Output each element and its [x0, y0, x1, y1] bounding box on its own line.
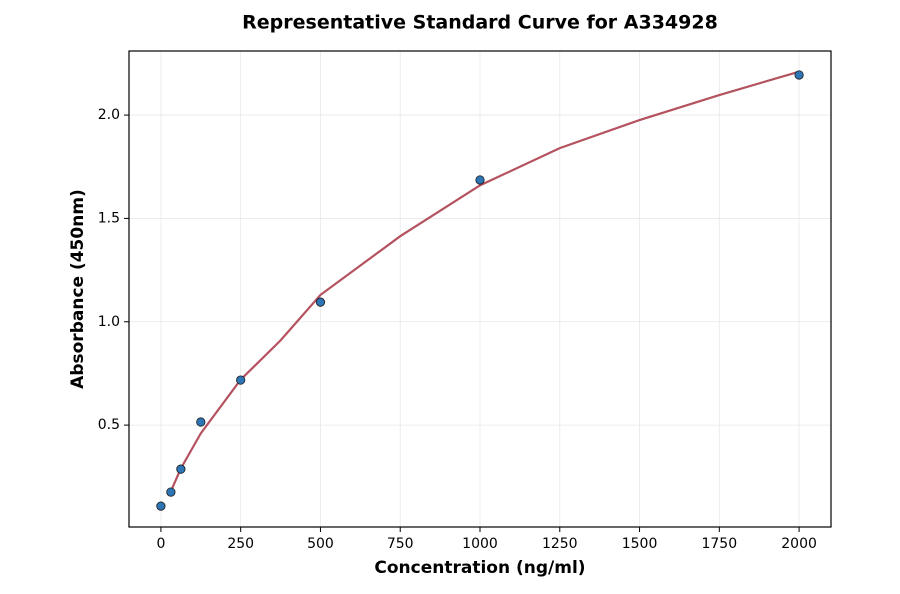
y-tick-label: 0.5 — [98, 417, 120, 433]
y-tick-label: 1.0 — [98, 314, 120, 330]
data-point — [166, 487, 176, 497]
y-axis-label: Absorbance (450nm) — [68, 189, 88, 389]
x-tick-label: 750 — [387, 536, 414, 552]
data-point — [196, 417, 206, 427]
x-tick-label: 0 — [156, 536, 165, 552]
y-tick-label: 2.0 — [98, 107, 120, 123]
x-tick-label: 500 — [307, 536, 334, 552]
data-point — [236, 375, 246, 385]
x-tick-label: 250 — [227, 536, 254, 552]
x-tick-label: 1750 — [701, 536, 737, 552]
plot-frame — [128, 50, 832, 528]
data-point — [156, 501, 166, 511]
data-point — [176, 464, 186, 474]
data-point — [315, 297, 326, 307]
x-tick-label: 2000 — [781, 536, 817, 552]
data-point — [794, 70, 804, 80]
x-tick-label: 1000 — [462, 536, 498, 552]
data-point — [475, 175, 485, 185]
chart-title: Representative Standard Curve for A33492… — [242, 12, 718, 34]
x-tick-label: 1250 — [542, 536, 578, 552]
y-tick-label: 1.5 — [98, 210, 120, 226]
fit-curve — [169, 70, 800, 492]
x-axis-label: Concentration (ng/ml) — [374, 558, 585, 578]
x-tick-label: 1500 — [622, 536, 658, 552]
